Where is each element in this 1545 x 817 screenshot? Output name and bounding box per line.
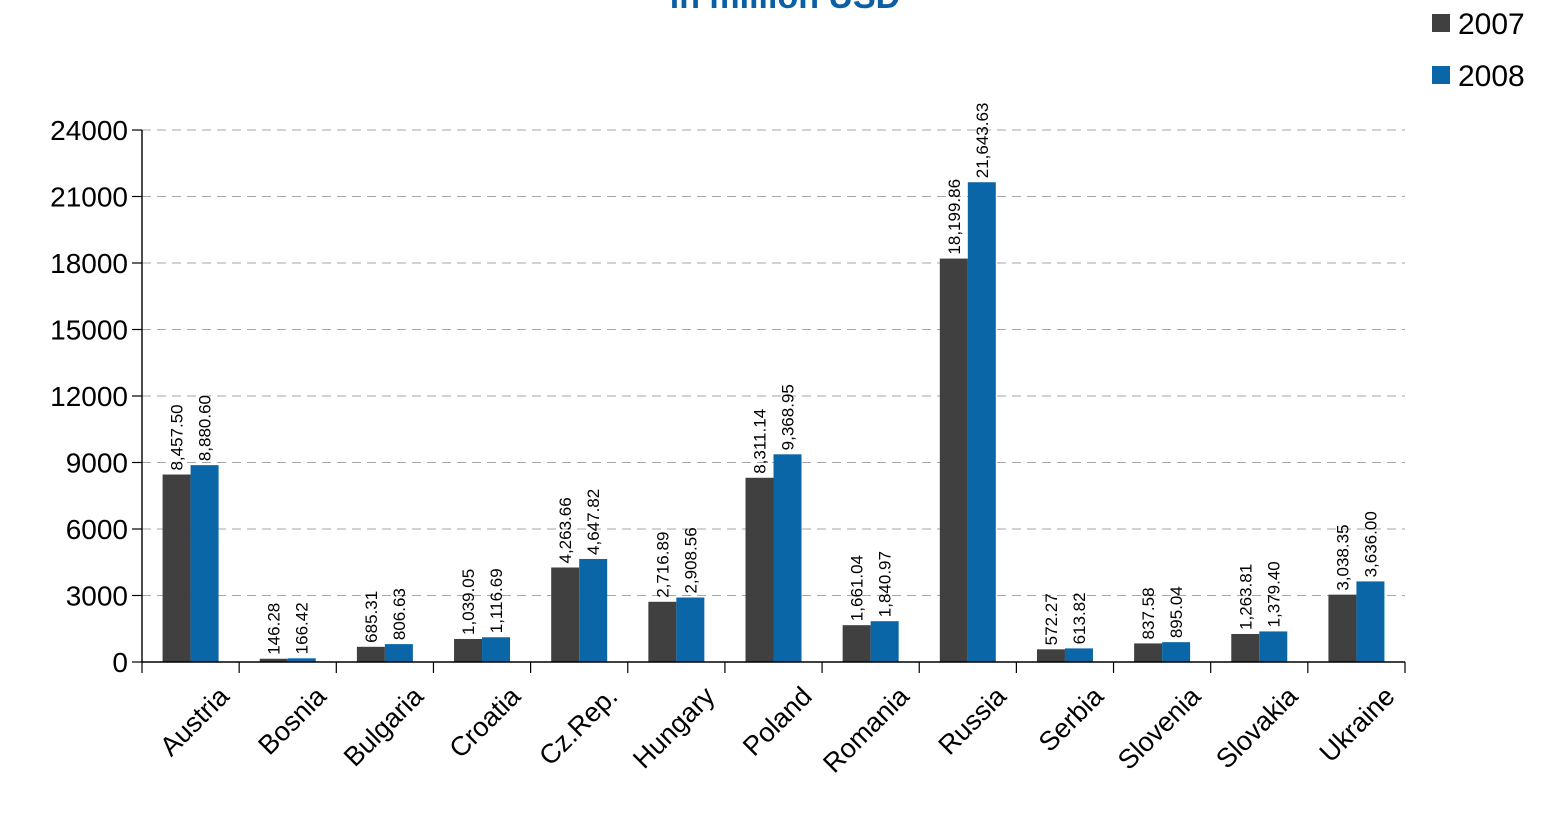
y-tick-label: 18000 [50,248,128,279]
legend-swatch-2008 [1432,66,1450,84]
bar-2008-bulgaria [384,644,413,662]
bar-2008-slovakia [1259,631,1288,662]
x-tick-label: Slovenia [1112,680,1207,775]
bar-2008-slovenia [1162,642,1191,662]
bar-2008-serbia [1064,648,1093,662]
x-tick-label: Cz.Rep. [533,681,623,771]
bar-2007-austria [162,474,191,662]
bar-2007-russia [939,258,968,662]
bar-2008-ukraine [1356,581,1385,662]
data-label: 18,199.86 [945,179,964,255]
bar-2007-czrep [551,567,580,662]
x-tick-label: Ukraine [1314,681,1401,768]
x-tick-label: Russia [932,680,1012,760]
y-tick-label: 15000 [50,315,128,346]
legend-label: 2008 [1458,60,1525,93]
bar-2007-bulgaria [356,646,385,662]
data-label: 613.82 [1070,592,1089,644]
y-tick-label: 0 [112,647,128,678]
bar-2007-slovakia [1231,633,1260,662]
data-label: 1,263.81 [1236,564,1255,630]
data-label: 1,379.40 [1264,561,1283,627]
y-tick-label: 12000 [50,381,128,412]
bar-2008-hungary [676,597,705,662]
y-axis-ticks: 0 3000 6000 9000 12000 15000 18000 21000 24000 [50,115,142,678]
data-label: 8,311.14 [751,409,770,474]
x-tick-label: Slovakia [1210,680,1304,774]
bar-2007-poland [745,477,774,662]
data-label: 166.42 [293,602,312,654]
data-label: 3,038.35 [1333,524,1352,590]
bar-2008-czrep [579,558,608,662]
bar-2007-croatia [454,638,483,662]
x-tick-label: Hungary [627,681,721,775]
data-label: 1,116.69 [487,568,506,633]
data-label: 3,636.00 [1361,511,1380,577]
data-label: 895.04 [1167,586,1186,638]
data-label: 8,457.50 [168,404,187,470]
x-tick-label: Croatia [444,680,527,763]
data-label: 1,039.05 [459,569,478,635]
x-tick-label: Bosnia [252,680,332,760]
data-label: 806.63 [390,588,409,640]
y-tick-label: 9000 [66,448,128,479]
x-tick-label: Bulgaria [338,680,430,772]
x-tick-label: Serbia [1033,680,1110,757]
bar-2008-russia [967,182,996,663]
bar-2007-serbia [1036,649,1065,662]
x-tick-label: Austria [154,680,235,761]
x-tick-label: Romania [817,680,915,778]
data-label: 685.31 [362,591,381,643]
legend: 2007 2008 [1432,8,1525,93]
bar-2008-austria [190,465,219,662]
bar-2007-slovenia [1134,643,1163,662]
data-label: 837.58 [1139,587,1158,639]
legend-label: 2007 [1458,8,1525,41]
data-labels: 8,457.50 8,880.60 146.28 166.42 685.31 806.63… [168,103,1381,655]
bar-2007-hungary [648,601,677,662]
data-label: 572.27 [1042,593,1061,645]
bar-2008-romania [870,621,899,662]
bar-2008-poland [773,454,802,662]
data-label: 146.28 [265,603,284,655]
bar-2007-romania [842,625,871,662]
data-label: 1,840.97 [876,551,895,617]
data-label: 4,647.82 [584,489,603,555]
bar-2008-bosnia [287,658,316,662]
bar-2008-croatia [482,637,511,662]
y-tick-label: 3000 [66,581,128,612]
legend-swatch-2007 [1432,14,1450,32]
data-label: 9,368.95 [779,384,798,450]
x-axis-ticks: Austria Bosnia Bulgaria Croatia Cz.Rep. Hunga… [154,680,1400,778]
y-tick-label: 6000 [66,514,128,545]
data-label: 2,716.89 [653,532,672,598]
data-label: 8,880.60 [196,395,215,461]
data-label: 2,908.56 [681,527,700,593]
data-label: 1,661.04 [848,555,867,621]
bar-2007-bosnia [259,658,288,662]
chart-title: in million USD [670,0,900,16]
bar-2007-ukraine [1328,594,1357,662]
data-label: 21,643.63 [973,103,992,179]
y-tick-label: 24000 [50,115,128,146]
data-label: 4,263.66 [556,497,575,563]
bars [162,182,1385,663]
x-tick-label: Poland [737,681,818,762]
y-tick-label: 21000 [50,182,128,213]
